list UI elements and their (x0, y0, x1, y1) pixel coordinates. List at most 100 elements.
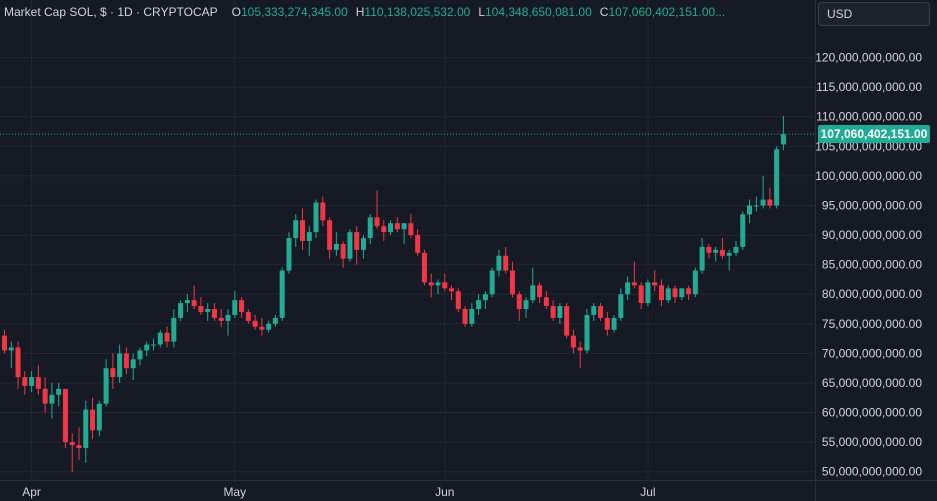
open-label: O (231, 5, 241, 19)
candle-body (157, 332, 163, 345)
candle-body (320, 202, 326, 221)
candle-body (401, 223, 407, 230)
y-tick-label: 110,000,000,000.00 (816, 110, 922, 124)
candle-body (747, 205, 753, 215)
y-tick-label: 50,000,000,000.00 (822, 465, 922, 479)
candle-body (62, 388, 68, 443)
candle-layer (2, 115, 786, 472)
y-tick-label: 85,000,000,000.00 (822, 258, 922, 272)
candle-body (35, 377, 41, 389)
candle-body (42, 388, 48, 404)
candle-body (679, 288, 685, 298)
y-tick-label: 115,000,000,000.00 (816, 80, 922, 94)
candle-body (191, 300, 197, 307)
candle-body (462, 309, 468, 324)
candle-body (360, 238, 366, 250)
candle-body (286, 238, 292, 271)
y-tick-label: 100,000,000,000.00 (815, 169, 922, 183)
candle-body (259, 326, 265, 330)
candle-body (394, 223, 400, 230)
candle-body (211, 309, 217, 318)
candle-body (96, 403, 102, 431)
candle-body (753, 205, 759, 207)
currency-selector-button[interactable]: USD (818, 2, 930, 26)
candle-body (198, 306, 204, 312)
candle-body (117, 353, 123, 378)
candle-body (658, 285, 664, 301)
candle-body (164, 332, 170, 342)
candle-body (252, 320, 258, 327)
candle-body (537, 285, 543, 298)
candle-body (760, 199, 766, 206)
candle-body (692, 270, 698, 295)
candle-body (421, 252, 427, 283)
candle-body (49, 394, 55, 404)
candle-body (564, 306, 570, 336)
candle-body (503, 255, 509, 271)
candle-body (123, 353, 129, 369)
candle-body (151, 344, 157, 346)
low-value: 104,348,650,081.00 (485, 5, 592, 19)
candle-body (672, 288, 678, 298)
candle-body (686, 288, 692, 295)
candle-body (740, 214, 746, 247)
grid-layer (0, 0, 815, 480)
candle-body (306, 232, 312, 241)
ohlc-legend: Market Cap SOL, $ · 1D · CRYPTOCAP O 105… (4, 4, 725, 20)
candle-body (570, 335, 576, 348)
candle-body (496, 255, 502, 271)
candle-body (455, 291, 461, 310)
candle-body (767, 199, 773, 206)
candle-body (313, 202, 319, 233)
low-label: L (478, 5, 485, 19)
candle-body (591, 306, 597, 315)
candle-body (516, 294, 522, 310)
candle-body (178, 303, 184, 318)
candle-body (374, 217, 380, 227)
y-tick-label: 70,000,000,000.00 (822, 346, 922, 360)
candle-body (76, 445, 82, 449)
candle-body (726, 252, 732, 256)
candle-body (347, 232, 353, 259)
candle-body (272, 317, 278, 324)
candle-body (205, 309, 211, 312)
open-value: 105,333,274,345.00 (240, 5, 348, 19)
candle-body (225, 314, 231, 321)
candle-body (482, 294, 488, 301)
y-tick-label: 75,000,000,000.00 (822, 317, 922, 331)
candle-body (29, 377, 35, 386)
candle-body (469, 309, 475, 324)
x-tick-label: Jul (640, 485, 655, 499)
candle-body (137, 350, 143, 360)
candle-body (381, 226, 387, 233)
y-tick-label: 65,000,000,000.00 (822, 376, 922, 390)
candle-body (604, 317, 610, 330)
candle-body (557, 306, 563, 318)
high-value: 110,138,025,532.00 (364, 5, 471, 19)
candle-body (584, 314, 590, 351)
candle-body (449, 288, 455, 292)
candle-body (706, 246, 712, 253)
candle-body (509, 270, 515, 295)
x-tick-label: Apr (22, 485, 41, 499)
candle-body (8, 347, 14, 351)
candle-body (300, 220, 306, 241)
candle-body (638, 285, 644, 304)
last-price-label: 107,060,402,151.00 (818, 125, 930, 144)
symbol-title[interactable]: Market Cap SOL, $ · 1D · CRYPTOCAP (4, 5, 218, 19)
candle-body (699, 246, 705, 271)
candle-body (543, 297, 549, 307)
candle-body (550, 306, 556, 318)
candle-body (293, 220, 299, 239)
candle-body (415, 235, 421, 253)
candle-body (631, 282, 637, 286)
candle-body (171, 317, 177, 342)
candle-body (144, 344, 150, 351)
candle-body (245, 311, 251, 321)
y-tick-label: 60,000,000,000.00 (822, 406, 922, 420)
candle-body (184, 300, 190, 304)
candle-body (56, 388, 62, 395)
